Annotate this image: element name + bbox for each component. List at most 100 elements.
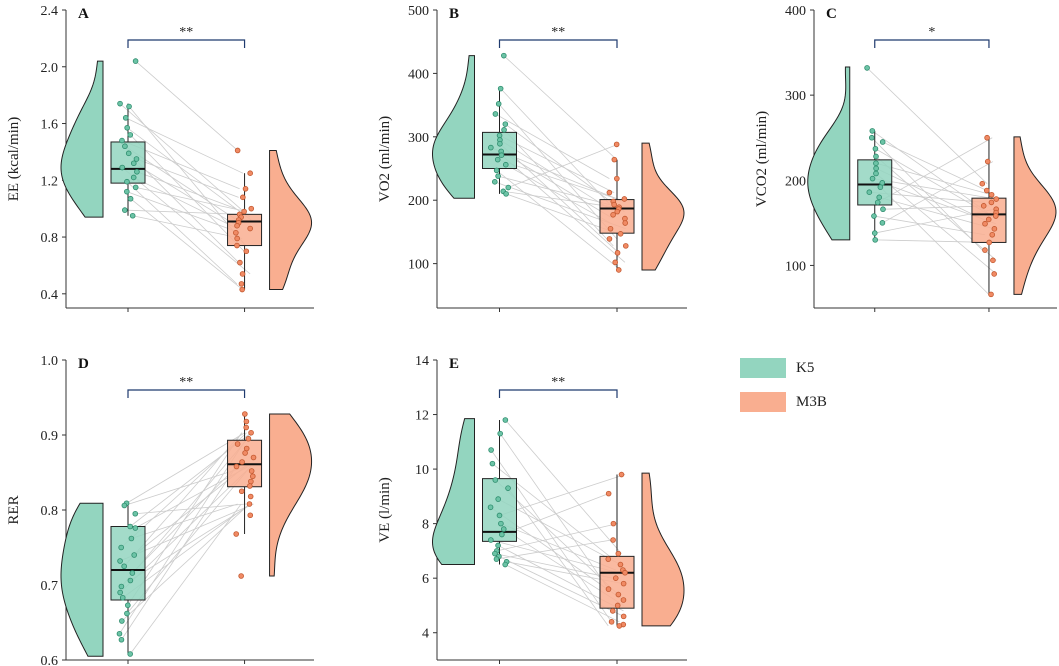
panel-a: 0.4 0.8 1.2 1.6 2.0 2.4 EE (kcal/min) A **	[6, 4, 314, 312]
point-m3b	[605, 556, 612, 562]
point-k5	[124, 178, 130, 185]
point-m3b	[620, 580, 627, 587]
y-tick-label: 6	[422, 572, 429, 587]
point-k5	[132, 58, 139, 64]
density-k5	[431, 55, 475, 199]
point-k5	[494, 156, 501, 163]
box-k5-box	[110, 526, 146, 601]
point-m3b	[606, 236, 613, 242]
point-m3b	[238, 281, 245, 287]
pair-line	[505, 164, 611, 224]
point-k5	[872, 145, 879, 152]
point-k5	[495, 496, 502, 502]
point-m3b	[991, 271, 997, 277]
point-m3b	[243, 445, 250, 452]
pair-line	[503, 129, 614, 247]
point-k5	[127, 195, 134, 202]
point-m3b	[605, 586, 612, 592]
point-m3b	[247, 512, 254, 519]
point-m3b	[247, 493, 254, 500]
pair-line	[129, 134, 245, 252]
density-m3b	[269, 149, 313, 291]
point-k5	[132, 184, 139, 191]
pair-line	[136, 171, 236, 210]
pair-line	[872, 130, 988, 213]
point-k5	[495, 542, 501, 549]
point-k5	[133, 156, 140, 162]
point-m3b	[986, 239, 993, 246]
point-m3b	[243, 418, 250, 425]
point-k5	[501, 127, 507, 133]
panel-label: E	[449, 356, 459, 372]
point-k5	[134, 168, 140, 175]
point-m3b	[237, 259, 243, 266]
pair-line	[499, 474, 626, 516]
legend-item-m3b: M3B	[740, 392, 900, 426]
pair-line	[497, 159, 626, 202]
point-m3b	[622, 243, 629, 249]
y-tick-label: 0.7	[41, 579, 59, 594]
pair-line	[495, 113, 610, 180]
point-m3b	[605, 490, 612, 497]
point-m3b	[983, 187, 990, 194]
pair-line	[126, 127, 252, 221]
point-k5	[125, 602, 131, 609]
point-k5	[873, 160, 879, 167]
point-k5	[879, 139, 886, 145]
y-tick-label: 300	[408, 131, 429, 146]
point-k5	[127, 132, 134, 138]
point-k5	[132, 510, 139, 517]
point-k5	[497, 430, 503, 437]
point-k5	[130, 174, 137, 181]
point-k5	[491, 179, 498, 185]
point-m3b	[248, 205, 255, 212]
legend-item-k5: K5	[740, 358, 900, 392]
point-k5	[492, 550, 498, 557]
point-m3b	[620, 613, 627, 620]
pair-line	[872, 178, 997, 200]
point-k5	[876, 194, 883, 201]
point-k5	[118, 583, 125, 590]
point-k5	[124, 610, 130, 617]
point-m3b	[234, 441, 241, 447]
point-k5	[500, 526, 507, 532]
point-m3b	[608, 619, 615, 625]
y-tick-label: 100	[785, 259, 806, 274]
y-tick-label: 200	[408, 194, 429, 209]
point-m3b	[984, 134, 990, 141]
pair-line	[127, 432, 243, 606]
pair-line	[875, 156, 997, 261]
pair-line	[135, 60, 238, 151]
pair-line	[882, 141, 987, 191]
point-m3b	[233, 531, 240, 537]
pair-line	[130, 198, 243, 290]
point-k5	[502, 161, 509, 168]
point-m3b	[982, 247, 988, 253]
point-k5	[502, 561, 508, 568]
density-m3b	[641, 472, 685, 627]
point-k5	[128, 535, 135, 542]
pair-line	[501, 493, 609, 535]
pair-line	[130, 503, 252, 581]
point-m3b	[991, 226, 998, 232]
point-m3b	[621, 196, 628, 202]
pair-line	[135, 503, 247, 515]
y-tick-label: 400	[785, 4, 806, 19]
y-tick-label: 14	[415, 354, 429, 369]
pair-line	[508, 144, 618, 188]
point-m3b	[234, 235, 240, 242]
point-k5	[116, 630, 123, 637]
point-k5	[125, 150, 132, 157]
panel-label: A	[78, 6, 89, 22]
panel-label: D	[78, 356, 89, 372]
pair-line	[136, 158, 239, 198]
pair-line	[124, 209, 242, 215]
point-k5	[872, 237, 878, 243]
legend-swatch-m3b	[740, 392, 786, 412]
point-k5	[119, 164, 126, 171]
pair-line	[121, 167, 251, 275]
density-m3b	[1013, 136, 1057, 295]
point-k5	[868, 134, 875, 141]
pair-line	[490, 539, 619, 574]
point-m3b	[238, 573, 244, 579]
